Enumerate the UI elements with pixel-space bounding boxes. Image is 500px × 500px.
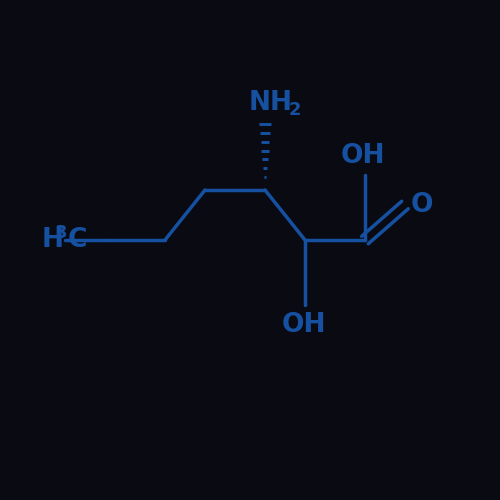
Text: 2: 2 [289,101,302,119]
Text: NH: NH [249,90,293,116]
Text: H: H [42,227,64,253]
Text: OH: OH [282,312,326,338]
Text: C: C [68,227,87,253]
Text: 3: 3 [55,224,68,242]
Text: OH: OH [340,143,385,169]
Text: O: O [411,192,434,218]
